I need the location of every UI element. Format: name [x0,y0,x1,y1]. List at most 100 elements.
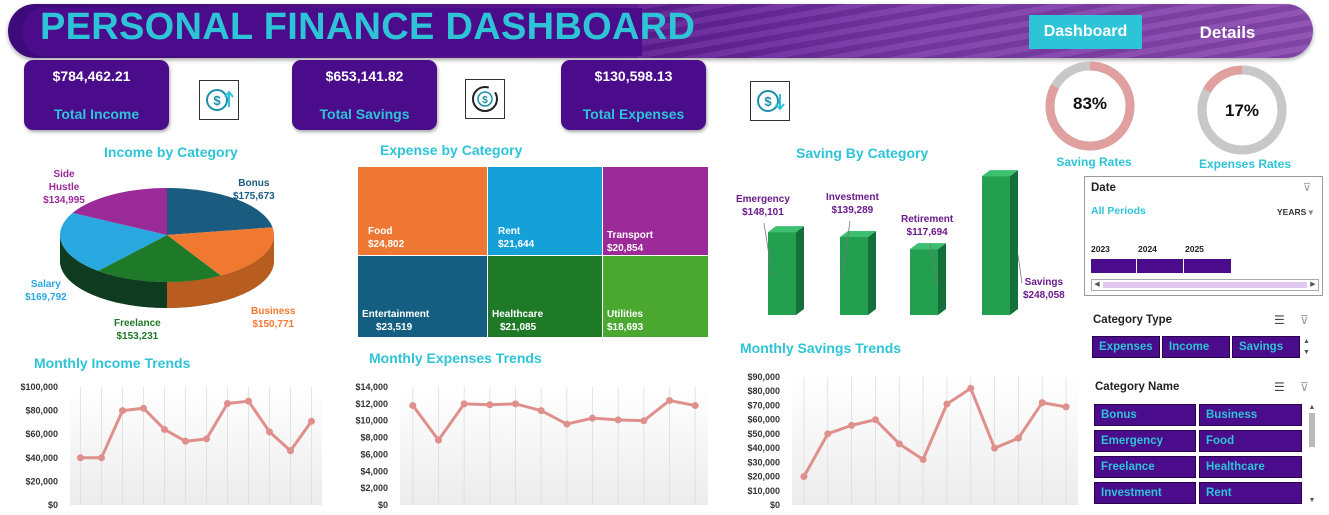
kpi-card-total-savings: $653,141.82 Total Savings [292,60,437,130]
saving-rate-arc [1045,61,1135,151]
slicer-scrollbar[interactable]: ▲ ▼ [1306,404,1318,504]
trend-point [140,404,147,412]
pie-slice-side-hustle [72,188,167,235]
saving-bar-retirement [910,249,938,315]
slicer-item-investment[interactable]: Investment [1094,482,1196,504]
tab-details[interactable]: Details [1199,23,1256,42]
category-type-slicer: Category Type ☰ ⊽ Expenses Income Saving… [1084,308,1324,366]
timeline-scrollbar[interactable]: ◀ ▶ [1091,279,1319,291]
multi-select-icon[interactable]: ☰ [1274,313,1285,327]
y-tick-label: $4,000 [360,466,388,476]
clear-filter-icon[interactable]: ⊽ [1300,380,1309,394]
kpi-label: Total Income [53,106,140,122]
saving-bar-chart [763,170,1023,315]
date-timeline-slicer: Date ⊽ All Periods YEARS ▾ 2023 2024 202… [1084,176,1323,296]
slice-value: $153,231 [116,331,159,342]
slicer-item-savings[interactable]: Savings [1232,336,1300,358]
slicer-item-business[interactable]: Business [1199,404,1302,426]
category-type-title: Category Type [1093,314,1173,326]
y-tick-label: $80,000 [747,386,780,396]
svg-text:$: $ [482,95,488,106]
category-name-slicer: Category Name ☰ ⊽ Bonus Business Emergen… [1084,374,1324,512]
y-tick-label: $80,000 [25,406,58,416]
expenses-trend-chart: $14,000 $12,000 $10,000 $8,000 $6,000 $4,000 $… [355,382,708,510]
scroll-up-icon[interactable]: ▲ [1308,404,1316,411]
slicer-item-food[interactable]: Food [1199,430,1302,452]
trend-point [1038,399,1046,407]
trend-point [563,420,571,428]
pie-slice-freelance [98,235,221,282]
year-bar-2023[interactable] [1091,259,1136,273]
kpi-value: $784,462.21 [52,68,131,84]
y-tick-label: $90,000 [747,372,780,382]
trend-point [824,430,832,438]
trend-line [802,386,1067,478]
slicer-item-healthcare[interactable]: Healthcare [1199,456,1302,478]
expenses-rate-label: Expenses Rates [1198,157,1292,171]
trend-point [895,440,903,448]
clear-filter-icon[interactable]: ⊽ [1303,182,1312,194]
leader-line [841,220,851,281]
year-bar-2025[interactable] [1184,259,1231,273]
treemap-tile-food: Food $24,802 [358,167,487,255]
slicer-item-bonus[interactable]: Bonus [1094,404,1196,426]
tile-value: $23,519 [376,322,413,333]
slicer-item-expenses[interactable]: Expenses [1092,336,1160,358]
y-tick-label: $12,000 [355,399,388,409]
bar-name: Retirement [901,214,954,225]
expenses-rate-value: 17% [1224,101,1260,120]
expense-chart-title: Expense by Category [380,142,523,158]
tile-value: $18,693 [607,322,644,333]
multi-select-icon[interactable]: ☰ [1274,380,1285,394]
income-label-freelance: Freelance $153,231 [114,317,161,343]
scroll-thumb[interactable] [1103,282,1307,288]
trend-point [245,397,252,405]
tile-name: Entertainment [362,309,430,320]
scroll-down-icon[interactable]: ▼ [1308,497,1316,504]
pie-side-right [167,235,274,308]
saving-bar-emergency [768,232,796,315]
tab-dashboard[interactable]: Dashboard [1029,15,1142,49]
saving-bar-investment [840,236,868,315]
y-tick-label: $14,000 [355,382,388,392]
scroll-left-icon[interactable]: ◀ [1094,281,1100,288]
clear-filter-icon[interactable]: ⊽ [1300,313,1309,327]
income-trend-title: Monthly Income Trends [34,355,191,371]
title-box [22,8,642,56]
saving-rate-label: Saving Rates [1056,155,1132,169]
trend-point [224,400,231,408]
slicer-item-rent[interactable]: Rent [1199,482,1302,504]
y-tick-label: $20,000 [25,476,58,486]
scroll-thumb[interactable] [1309,413,1315,447]
date-slicer-title: Date [1091,182,1116,194]
category-name-title: Category Name [1095,381,1180,393]
y-tick-label: $60,000 [25,429,58,439]
slice-value: $134,995 [43,195,85,206]
y-tick-label: $0 [48,500,58,510]
date-selection: All Periods [1091,205,1146,217]
slicer-item-income[interactable]: Income [1162,336,1230,358]
tile-name: Food [368,226,393,237]
y-tick-label: $30,000 [747,457,780,467]
y-tick-label: $10,000 [355,416,388,426]
treemap-tile-rent: Rent $21,644 [488,167,602,255]
treemap-tile-transport: Transport $20,854 [603,167,708,255]
slicer-item-freelance[interactable]: Freelance [1094,456,1196,478]
slicer-item-emergency[interactable]: Emergency [1094,430,1196,452]
dollar-up-icon: $ [199,80,239,120]
savings-trend-chart: $90,000 $80,000 $70,000 $60,000 $50,000 $40,0… [747,372,1078,510]
slice-name: Side Hustle [48,169,80,193]
income-label-side-hustle: Side Hustle $134,995 [40,168,88,207]
saving-chart-title: Saving By Category [796,145,929,161]
slicer-scroll-icon[interactable]: ▲ ▼ [1303,338,1310,356]
trend-point [182,437,189,445]
scroll-right-icon[interactable]: ▶ [1310,281,1316,288]
time-level-select[interactable]: YEARS ▾ [1277,207,1313,218]
trend-point [98,454,105,462]
bar-side [1010,170,1018,315]
slice-name: Salary [30,279,61,290]
slice-value: $175,673 [233,191,275,202]
year-bar-2024[interactable] [1137,259,1183,273]
bar-top [982,170,1018,177]
